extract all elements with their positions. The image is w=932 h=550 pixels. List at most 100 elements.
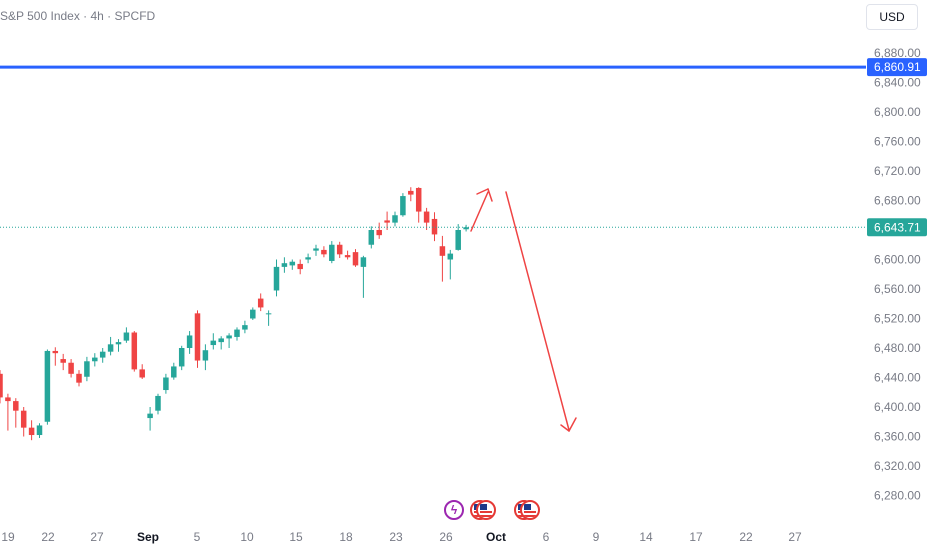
earnings-bolt-icon[interactable]: ϟ — [444, 500, 464, 520]
arrowhead-down-left[interactable] — [560, 424, 570, 432]
candle[interactable] — [210, 333, 217, 350]
arrowhead-up-left[interactable] — [476, 188, 489, 195]
projection-arrow-up[interactable] — [470, 191, 489, 232]
y-tick-label: 6,440.00 — [874, 371, 921, 385]
candle-body — [186, 335, 193, 348]
y-tick-label: 6,800.00 — [874, 105, 921, 119]
candle-body — [218, 338, 224, 343]
candle-body — [28, 427, 35, 436]
last-price-tag — [867, 218, 927, 237]
candle[interactable] — [305, 253, 311, 264]
y-tick-label: 6,720.00 — [874, 164, 921, 178]
candle-body — [384, 220, 390, 223]
candles-layer — [0, 187, 469, 441]
us-flag-icon[interactable] — [520, 500, 540, 520]
symbol-title[interactable]: S&P 500 Index · 4h · SPCFD — [0, 9, 156, 23]
candle[interactable] — [202, 344, 209, 371]
candle[interactable] — [218, 336, 224, 350]
candle-body — [115, 342, 122, 345]
candle[interactable] — [13, 398, 19, 428]
candle-body — [352, 252, 359, 266]
candle[interactable] — [92, 353, 98, 367]
candle[interactable] — [250, 307, 256, 320]
candle[interactable] — [439, 235, 446, 282]
candle-body — [344, 255, 351, 258]
candle[interactable] — [84, 356, 90, 382]
candle[interactable] — [99, 348, 106, 363]
y-tick-label: 6,360.00 — [874, 430, 921, 444]
candle[interactable] — [186, 331, 193, 354]
us-flag-icon[interactable] — [476, 500, 496, 520]
candle[interactable] — [352, 249, 359, 267]
currency-button[interactable]: USD — [866, 4, 918, 30]
arrowhead-down-right[interactable] — [568, 417, 577, 432]
candle[interactable] — [273, 259, 280, 297]
candle[interactable] — [431, 212, 438, 242]
candle[interactable] — [329, 241, 335, 264]
candle[interactable] — [368, 226, 375, 249]
candle[interactable] — [44, 349, 51, 425]
candle[interactable] — [147, 407, 153, 431]
candle[interactable] — [131, 331, 138, 372]
candle[interactable] — [234, 327, 240, 341]
candle[interactable] — [321, 246, 327, 258]
candle[interactable] — [360, 255, 367, 298]
candle[interactable] — [36, 423, 43, 438]
candle[interactable] — [178, 345, 185, 371]
candle[interactable] — [226, 333, 232, 348]
candle-body — [265, 313, 272, 315]
candle[interactable] — [5, 393, 11, 431]
candle[interactable] — [257, 293, 264, 312]
candle[interactable] — [297, 259, 303, 275]
arrowhead-up-right[interactable] — [487, 188, 493, 202]
candle[interactable] — [400, 193, 406, 217]
candle-body — [147, 413, 153, 419]
candle[interactable] — [28, 420, 35, 441]
candle-body — [273, 266, 280, 291]
candle[interactable] — [463, 224, 469, 232]
candle[interactable] — [265, 310, 272, 326]
x-tick-label: 22 — [41, 530, 55, 544]
candle[interactable] — [281, 257, 288, 273]
candle[interactable] — [392, 211, 398, 227]
candle[interactable] — [376, 222, 382, 239]
candle[interactable] — [313, 244, 319, 256]
candle[interactable] — [171, 362, 177, 380]
candle[interactable] — [242, 320, 248, 334]
candle-body — [463, 227, 469, 230]
candle[interactable] — [52, 347, 59, 366]
candle[interactable] — [344, 250, 351, 260]
candle[interactable] — [447, 249, 454, 280]
candle-body — [171, 366, 177, 378]
candle[interactable] — [123, 327, 130, 343]
candle-body — [360, 257, 367, 267]
candle[interactable] — [60, 353, 66, 371]
candle-body — [321, 249, 327, 255]
candle[interactable] — [0, 370, 3, 404]
candle[interactable] — [20, 407, 27, 437]
projection-arrow-down[interactable] — [505, 191, 570, 431]
candle[interactable] — [76, 370, 82, 387]
time-axis[interactable]: 19 22 27 Sep 5 10 15 18 23 26 Oct 6 9 14 17 22 27 — [1, 530, 802, 544]
x-tick-label: 17 — [689, 530, 703, 544]
candle[interactable] — [455, 224, 461, 251]
candle[interactable] — [423, 207, 430, 230]
candle[interactable] — [194, 310, 201, 368]
projection-arrows[interactable] — [470, 188, 577, 432]
candle[interactable] — [336, 241, 343, 259]
y-tick-label: 6,480.00 — [874, 341, 921, 355]
candle[interactable] — [115, 339, 122, 352]
candle-body — [84, 361, 90, 377]
candle[interactable] — [289, 259, 296, 270]
candle[interactable] — [163, 373, 169, 394]
candle-body — [0, 373, 3, 398]
candle[interactable] — [408, 187, 414, 202]
x-tick-label: 26 — [439, 530, 453, 544]
candle[interactable] — [415, 187, 422, 223]
candle[interactable] — [107, 336, 114, 356]
candle[interactable] — [68, 359, 74, 378]
candle[interactable] — [139, 364, 145, 379]
candle[interactable] — [155, 393, 161, 415]
price-axis[interactable]: 6,880.00 6,840.00 6,800.00 6,760.00 6,720.00… — [874, 46, 921, 503]
